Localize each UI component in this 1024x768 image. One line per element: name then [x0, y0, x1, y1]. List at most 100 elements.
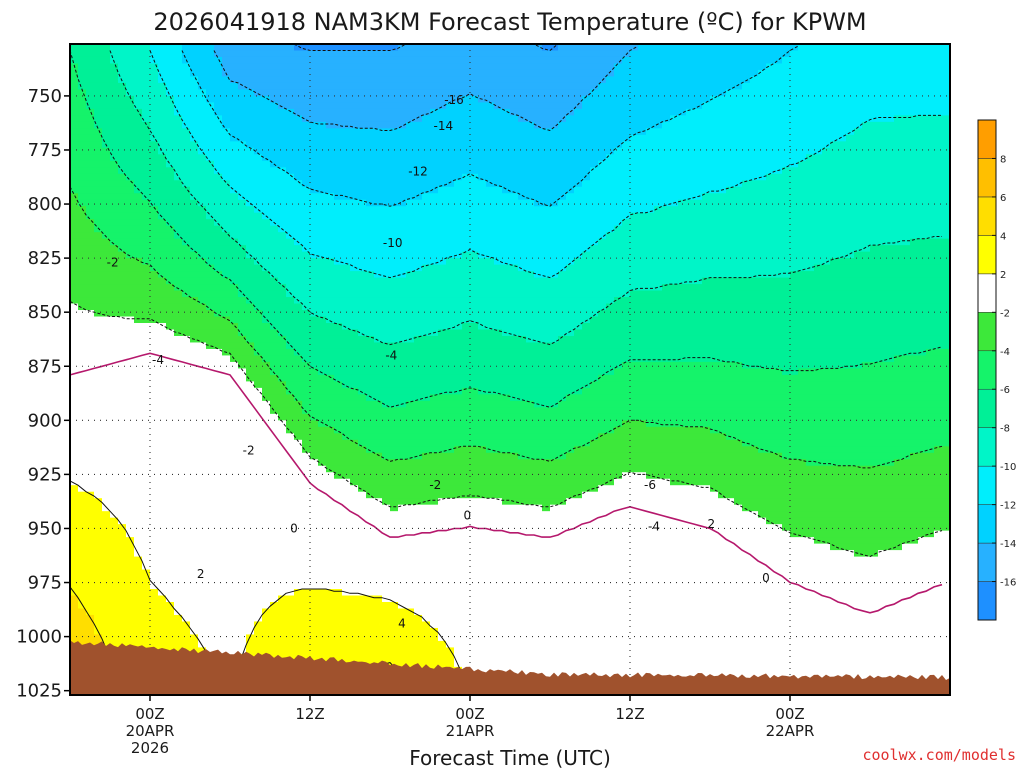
band-cell	[398, 238, 407, 246]
band-cell	[142, 361, 151, 370]
band-cell	[318, 212, 327, 220]
band-cell	[382, 316, 391, 324]
band-cell	[214, 82, 223, 91]
band-cell	[382, 524, 391, 532]
band-cell	[422, 582, 431, 590]
band-cell	[110, 342, 119, 350]
band-cell	[70, 258, 79, 266]
band-cell	[134, 589, 143, 597]
band-cell	[342, 653, 351, 661]
band-cell	[310, 433, 319, 441]
band-cell	[70, 374, 79, 382]
band-cell	[406, 660, 415, 668]
band-cell	[206, 491, 215, 499]
band-cell	[222, 381, 231, 389]
band-cell	[366, 219, 375, 227]
band-cell	[390, 614, 399, 623]
band-cell	[118, 472, 127, 480]
band-cell	[366, 614, 375, 623]
band-cell	[390, 335, 399, 344]
band-cell	[102, 108, 111, 116]
band-cell	[358, 225, 367, 233]
band-cell	[118, 225, 127, 233]
band-cell	[406, 595, 415, 603]
band-cell	[126, 478, 135, 486]
band-cell	[302, 232, 311, 240]
band-cell	[398, 556, 407, 564]
band-cell	[262, 426, 271, 434]
band-cell	[414, 154, 423, 162]
band-cell	[126, 206, 135, 214]
band-cell	[366, 491, 375, 499]
band-cell	[238, 511, 247, 519]
band-cell	[134, 141, 143, 149]
band-cell	[94, 154, 103, 162]
band-cell	[214, 186, 223, 194]
band-cell	[342, 543, 351, 551]
band-cell	[174, 381, 183, 389]
band-cell	[254, 647, 263, 655]
band-cell	[358, 491, 367, 499]
band-cell	[206, 595, 215, 603]
band-cell	[110, 485, 119, 493]
band-cell	[230, 348, 239, 357]
band-cell	[422, 154, 431, 162]
band-cell	[294, 284, 303, 292]
band-cell	[454, 504, 463, 512]
band-cell	[318, 277, 327, 285]
band-cell	[430, 361, 439, 370]
band-cell	[366, 50, 375, 58]
band-cell	[182, 167, 191, 175]
band-cell	[374, 640, 383, 649]
band-cell	[438, 193, 447, 201]
band-cell	[334, 504, 343, 512]
band-cell	[278, 108, 287, 116]
band-cell	[230, 329, 239, 337]
band-cell	[398, 69, 407, 78]
band-cell	[438, 647, 447, 655]
band-cell	[310, 368, 319, 376]
band-cell	[382, 329, 391, 337]
band-cell	[254, 264, 263, 272]
band-cell	[94, 459, 103, 467]
band-cell	[94, 472, 103, 480]
band-cell	[342, 212, 351, 220]
band-cell	[414, 608, 423, 616]
band-cell	[270, 569, 279, 577]
band-cell	[286, 374, 295, 382]
band-cell	[358, 128, 367, 136]
band-cell	[454, 173, 463, 181]
band-cell	[390, 472, 399, 480]
band-cell	[246, 95, 255, 103]
band-cell	[246, 589, 255, 597]
band-cell	[126, 511, 135, 519]
band-cell	[262, 348, 271, 357]
band-cell	[158, 342, 167, 350]
band-cell	[294, 193, 303, 201]
band-cell	[262, 316, 271, 324]
band-cell	[446, 602, 455, 610]
band-cell	[414, 160, 423, 168]
band-cell	[390, 303, 399, 311]
band-cell	[230, 563, 239, 571]
band-cell	[430, 271, 439, 279]
band-cell	[190, 251, 199, 259]
band-cell	[326, 232, 335, 240]
band-cell	[230, 485, 239, 493]
band-cell	[150, 95, 159, 103]
band-cell	[454, 264, 463, 272]
band-cell	[198, 342, 207, 350]
band-cell	[326, 206, 335, 214]
band-cell	[438, 524, 447, 532]
band-cell	[78, 342, 87, 350]
band-cell	[390, 115, 399, 123]
band-cell	[78, 258, 87, 266]
band-cell	[438, 219, 447, 227]
band-cell	[310, 407, 319, 415]
band-cell	[326, 355, 335, 363]
band-cell	[190, 89, 199, 97]
band-cell	[390, 550, 399, 558]
band-cell	[326, 530, 335, 538]
band-cell	[398, 284, 407, 292]
band-cell	[182, 102, 191, 110]
